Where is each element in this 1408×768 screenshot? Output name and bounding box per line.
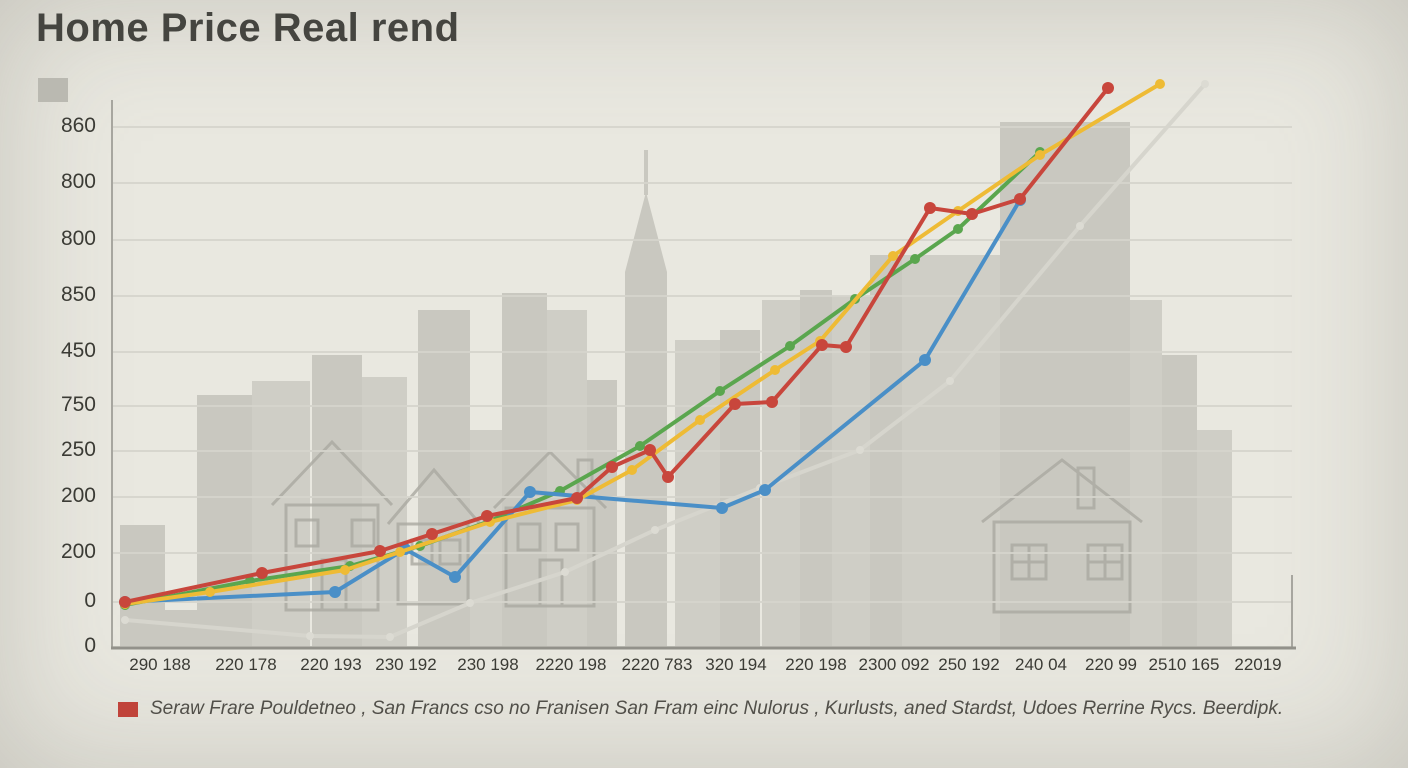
- series-point-blue: [524, 486, 536, 498]
- x-tick-label: 2220 783: [621, 655, 693, 674]
- y-tick-label: 200: [60, 540, 96, 563]
- series-point-red: [924, 202, 936, 214]
- series-point-red: [256, 567, 268, 579]
- series-line-yellow: [123, 82, 1162, 606]
- legend: Seraw Frare Pouldetneo , San Francs cso …: [118, 698, 1283, 720]
- series-point-yellow: [395, 547, 405, 557]
- x-tick-label: 230 192: [375, 655, 437, 674]
- series-point-gray-baseline: [1076, 222, 1084, 230]
- series-point-gray-baseline: [121, 616, 129, 624]
- series-point-green: [715, 386, 725, 396]
- x-tick-label: 220 193: [300, 655, 362, 674]
- y-tick-label: 250: [60, 438, 96, 461]
- y-tick-label: 200: [60, 484, 96, 507]
- y-tick-label: 800: [60, 227, 96, 250]
- series-point-yellow: [695, 415, 705, 425]
- line-series: [119, 79, 1209, 641]
- house-roof: [270, 439, 394, 507]
- series-point-gray-baseline: [306, 632, 314, 640]
- x-tick-label: 22019: [1234, 655, 1282, 674]
- x-tick-label: 2220 198: [535, 655, 607, 674]
- y-tick-label: 450: [60, 339, 96, 362]
- y-tick-label: 800: [60, 170, 96, 193]
- series-point-gray-baseline: [1201, 80, 1209, 88]
- series-point-blue: [759, 484, 771, 496]
- y-tick-label: 860: [60, 114, 96, 137]
- series-point-blue: [449, 571, 461, 583]
- x-tick-label: 250 192: [938, 655, 1000, 674]
- series-point-green: [635, 441, 645, 451]
- house-roof: [981, 458, 1143, 524]
- series-point-red: [606, 461, 618, 473]
- legend-swatch: [118, 701, 138, 717]
- series-point-red: [481, 510, 493, 522]
- chart-title: Home Price Real rend: [36, 6, 460, 50]
- title-legend-swatch: [38, 78, 68, 102]
- series-point-red: [644, 444, 656, 456]
- x-tick-label: 2510 165: [1148, 655, 1220, 674]
- spire-building: [625, 192, 667, 648]
- series-point-red: [966, 208, 978, 220]
- series-point-gray-baseline: [386, 633, 394, 641]
- x-tick-label: 230 198: [457, 655, 519, 674]
- series-point-green: [910, 254, 920, 264]
- series-point-yellow: [627, 465, 637, 475]
- x-tick-label: 220 178: [215, 655, 277, 674]
- series-point-yellow: [1035, 150, 1045, 160]
- x-tick-label: 220 99: [1085, 655, 1137, 674]
- axis-lines: [111, 100, 1296, 650]
- series-point-red: [766, 396, 778, 408]
- x-tick-label: 220 198: [785, 655, 847, 674]
- x-tick-label: 2300 092: [858, 655, 930, 674]
- series-point-gray-baseline: [946, 377, 954, 385]
- series-point-red: [1102, 82, 1114, 94]
- series-point-red: [374, 545, 386, 557]
- legend-label: Seraw Frare Pouldetneo , San Francs cso …: [150, 698, 1284, 719]
- x-tick-label: 240 04: [1015, 655, 1067, 674]
- series-point-yellow: [888, 251, 898, 261]
- series-point-gray-baseline: [466, 599, 474, 607]
- series-point-blue: [919, 354, 931, 366]
- series-point-green: [785, 341, 795, 351]
- series-point-blue: [329, 586, 341, 598]
- y-tick-label: 0: [84, 634, 96, 657]
- series-point-green: [953, 224, 963, 234]
- series-point-red: [571, 492, 583, 504]
- y-tick-label: 850: [60, 283, 96, 306]
- series-point-blue: [716, 502, 728, 514]
- city-skyline-silhouette: [120, 122, 1232, 648]
- series-point-yellow: [770, 365, 780, 375]
- series-point-gray-baseline: [856, 446, 864, 454]
- y-tick-label: 0: [84, 589, 96, 612]
- series-point-red: [729, 398, 741, 410]
- series-point-gray-baseline: [561, 568, 569, 576]
- series-point-gray-baseline: [651, 526, 659, 534]
- x-tick-label: 290 188: [129, 655, 191, 674]
- series-point-yellow: [340, 565, 350, 575]
- series-point-yellow: [205, 587, 215, 597]
- series-point-yellow: [1155, 79, 1165, 89]
- series-point-red: [662, 471, 674, 483]
- series-point-red: [426, 528, 438, 540]
- series-point-red: [119, 596, 131, 608]
- house-roof: [386, 467, 482, 525]
- x-tick-label: 320 194: [705, 655, 767, 674]
- series-point-red: [840, 341, 852, 353]
- y-tick-label: 750: [60, 393, 96, 416]
- house-sketches: [270, 439, 1143, 614]
- series-point-red: [1014, 193, 1026, 205]
- series-point-red: [816, 339, 828, 351]
